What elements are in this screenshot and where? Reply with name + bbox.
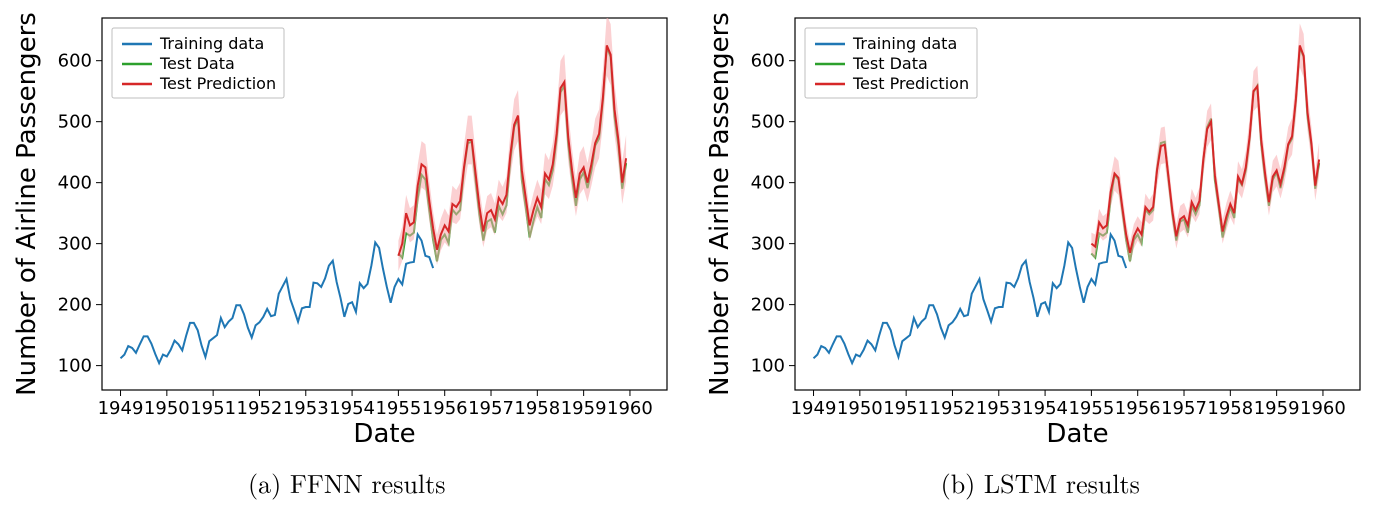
svg-text:1959: 1959	[560, 398, 606, 419]
svg-text:200: 200	[57, 295, 91, 316]
svg-text:1949: 1949	[791, 398, 837, 419]
svg-text:1955: 1955	[375, 398, 421, 419]
svg-text:1956: 1956	[1115, 398, 1161, 419]
svg-text:1949: 1949	[97, 398, 143, 419]
svg-text:1952: 1952	[236, 398, 282, 419]
panel-lstm: 1949195019511952195319541955195619571958…	[700, 0, 1380, 501]
svg-text:Number of Airline Passengers: Number of Airline Passengers	[705, 12, 735, 396]
svg-text:1960: 1960	[607, 398, 653, 419]
svg-text:1959: 1959	[1254, 398, 1300, 419]
svg-text:1954: 1954	[329, 398, 375, 419]
svg-text:1955: 1955	[1069, 398, 1115, 419]
svg-text:1958: 1958	[514, 398, 560, 419]
svg-text:Training data: Training data	[852, 34, 957, 53]
svg-text:400: 400	[751, 173, 785, 194]
svg-text:1958: 1958	[1208, 398, 1254, 419]
svg-text:400: 400	[57, 173, 91, 194]
svg-text:1960: 1960	[1300, 398, 1346, 419]
svg-text:600: 600	[751, 51, 785, 72]
svg-text:1957: 1957	[1161, 398, 1207, 419]
svg-text:100: 100	[57, 356, 91, 377]
chart-ffnn: 1949195019511952195319541955195619571958…	[7, 0, 687, 460]
svg-text:1951: 1951	[883, 398, 929, 419]
svg-text:Test Data: Test Data	[159, 54, 235, 73]
svg-text:1950: 1950	[144, 398, 190, 419]
svg-text:500: 500	[57, 112, 91, 133]
svg-text:1951: 1951	[190, 398, 236, 419]
figure-row: 1949195019511952195319541955195619571958…	[0, 0, 1387, 501]
svg-text:Number of Airline Passengers: Number of Airline Passengers	[12, 12, 42, 396]
svg-text:Test Data: Test Data	[852, 54, 928, 73]
svg-text:Date: Date	[353, 419, 415, 449]
svg-text:300: 300	[751, 234, 785, 255]
caption-lstm: (b) LSTM results	[941, 464, 1140, 501]
svg-text:1956: 1956	[422, 398, 468, 419]
svg-text:600: 600	[57, 51, 91, 72]
svg-text:1950: 1950	[837, 398, 883, 419]
chart-lstm: 1949195019511952195319541955195619571958…	[700, 0, 1380, 460]
svg-text:200: 200	[751, 295, 785, 316]
svg-text:1953: 1953	[283, 398, 329, 419]
svg-text:300: 300	[57, 234, 91, 255]
svg-text:Test Prediction: Test Prediction	[159, 74, 276, 93]
svg-text:Date: Date	[1047, 419, 1109, 449]
svg-text:Training data: Training data	[159, 34, 264, 53]
panel-ffnn: 1949195019511952195319541955195619571958…	[7, 0, 687, 501]
svg-text:Test Prediction: Test Prediction	[852, 74, 969, 93]
svg-text:1953: 1953	[976, 398, 1022, 419]
svg-text:100: 100	[751, 356, 785, 377]
svg-text:1952: 1952	[930, 398, 976, 419]
svg-text:500: 500	[751, 112, 785, 133]
svg-text:1954: 1954	[1022, 398, 1068, 419]
caption-ffnn: (a) FFNN results	[248, 464, 446, 501]
svg-text:1957: 1957	[468, 398, 514, 419]
